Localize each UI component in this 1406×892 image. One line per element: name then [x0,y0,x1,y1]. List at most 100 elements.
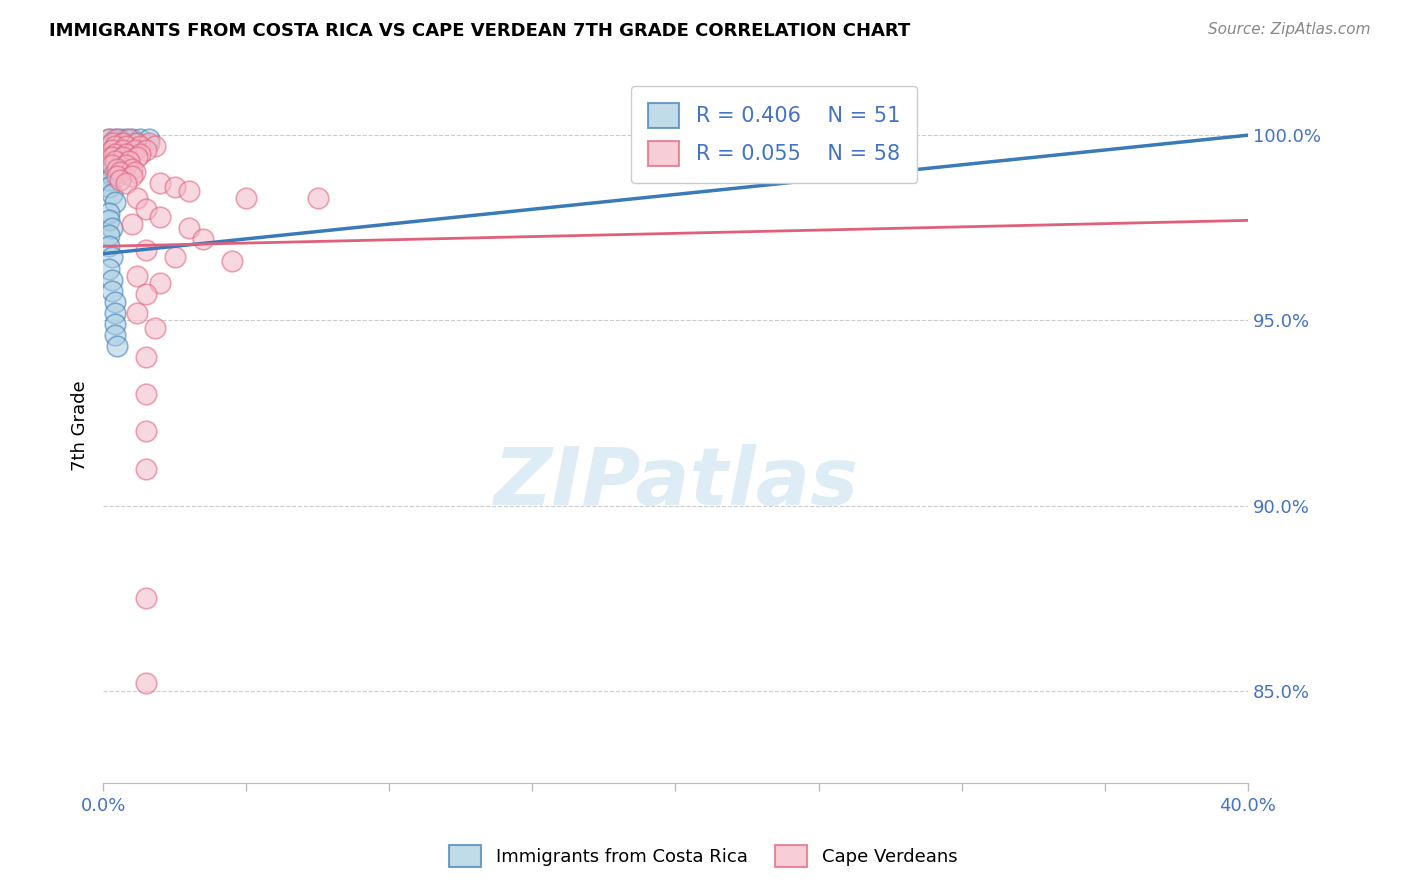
Point [103,154,125,169]
Point [110,154,132,169]
Point [100,161,122,176]
Point [100,187,122,202]
Point [115,146,138,161]
Point [107,132,129,146]
Point [103,194,125,209]
Point [121,132,143,146]
Point [135,143,157,157]
Point [103,294,125,309]
Point [115,158,138,172]
Text: ZIPatlas: ZIPatlas [494,444,858,522]
Point [97,150,120,164]
Point [112,150,135,164]
Point [97,239,120,253]
Point [115,132,138,146]
Point [115,177,138,191]
Point [127,306,149,320]
Point [100,143,122,157]
Point [118,143,141,157]
Point [163,251,186,265]
Point [124,143,146,157]
Point [138,132,160,146]
Point [135,387,157,401]
Point [100,220,122,235]
Point [149,210,172,224]
Point [121,169,143,183]
Point [110,132,132,146]
Point [177,184,200,198]
Point [112,136,135,150]
Legend: Immigrants from Costa Rica, Cape Verdeans: Immigrants from Costa Rica, Cape Verdean… [441,838,965,874]
Point [163,180,186,194]
Point [135,461,157,475]
Point [100,169,122,183]
Point [110,172,132,186]
Point [97,158,120,172]
Point [118,154,141,169]
Point [193,232,215,246]
Point [100,136,122,150]
Point [129,132,152,146]
Point [97,261,120,276]
Point [143,320,166,334]
Point [103,150,125,164]
Point [121,161,143,176]
Point [100,158,122,172]
Point [124,136,146,150]
Point [103,306,125,320]
Point [107,146,129,161]
Point [107,339,129,353]
Point [100,136,122,150]
Point [103,165,125,179]
Text: IMMIGRANTS FROM COSTA RICA VS CAPE VERDEAN 7TH GRADE CORRELATION CHART: IMMIGRANTS FROM COSTA RICA VS CAPE VERDE… [49,22,911,40]
Point [100,251,122,265]
Point [97,180,120,194]
Point [129,146,152,161]
Point [135,676,157,690]
Point [307,191,329,205]
Point [221,254,243,268]
Point [110,161,132,176]
Point [97,139,120,153]
Point [138,136,160,150]
Point [177,220,200,235]
Point [124,165,146,179]
Point [100,150,122,164]
Point [149,177,172,191]
Legend: R = 0.406    N = 51, R = 0.055    N = 58: R = 0.406 N = 51, R = 0.055 N = 58 [631,87,917,183]
Point [135,202,157,217]
Point [118,132,141,146]
Point [100,272,122,286]
Point [129,139,152,153]
Point [143,139,166,153]
Point [107,169,129,183]
Point [100,284,122,298]
Point [100,143,122,157]
Point [97,213,120,227]
Y-axis label: 7th Grade: 7th Grade [72,381,89,471]
Point [135,591,157,606]
Point [97,132,120,146]
Point [107,158,129,172]
Point [103,328,125,343]
Point [103,139,125,153]
Point [97,172,120,186]
Point [97,165,120,179]
Point [103,317,125,331]
Point [107,161,129,176]
Point [149,277,172,291]
Point [97,146,120,161]
Point [135,425,157,439]
Point [112,136,135,150]
Point [103,132,125,146]
Point [127,136,149,150]
Point [115,139,138,153]
Point [235,191,257,205]
Point [135,351,157,365]
Point [127,150,149,164]
Point [135,287,157,301]
Point [112,139,135,153]
Point [127,191,149,205]
Point [121,217,143,231]
Point [110,165,132,179]
